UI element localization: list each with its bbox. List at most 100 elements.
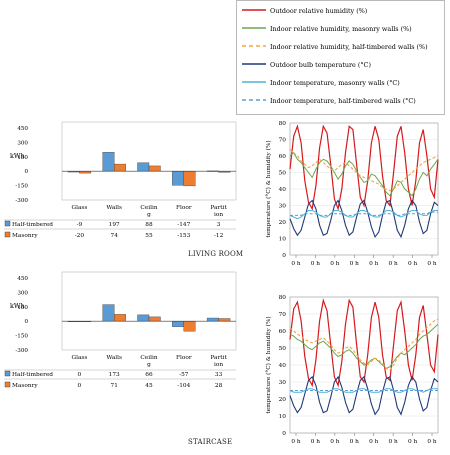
x-tick-label: 0 h — [330, 439, 340, 445]
series-line — [289, 199, 439, 239]
y-tick-label: 0 — [24, 169, 28, 175]
table-series-name: Masonry — [12, 233, 38, 238]
table-cell: 197 — [109, 222, 120, 228]
legend-item-outdoor-temp: Outdoor bulb temperature (°C) — [242, 61, 371, 69]
x-tick-label: 0 h — [311, 439, 321, 445]
y-tick-label: 30 — [279, 380, 287, 386]
table-cell: 28 — [215, 383, 223, 388]
x-tick-label: 0 h — [369, 261, 379, 267]
series-line — [289, 151, 439, 197]
legend-label: Indoor relative humidity, half-timbered … — [270, 43, 428, 51]
y-tick-label: 70 — [279, 138, 287, 144]
plot-frame — [61, 121, 237, 201]
table-cell: 0 — [78, 372, 82, 378]
series-line — [289, 375, 439, 416]
table-cell: 66 — [145, 372, 153, 378]
table-swatch — [4, 370, 11, 377]
series-line — [289, 148, 439, 192]
y-tick-label: 40 — [279, 187, 287, 193]
y-tick-label: 0 — [24, 319, 28, 325]
table-cell: 3 — [217, 222, 221, 228]
y-tick-label: 450 — [17, 276, 28, 282]
x-tick-label: Glass — [71, 355, 87, 361]
y-tick-label: 150 — [17, 305, 28, 311]
table-swatch — [4, 231, 11, 238]
bar — [172, 171, 184, 186]
table-cell: -147 — [177, 222, 190, 228]
series-line — [290, 211, 438, 216]
series-line — [289, 298, 439, 388]
y-tick-label: 10 — [279, 414, 287, 420]
y-tick-label: 80 — [279, 295, 287, 301]
x-tick-label: 0 h — [350, 439, 360, 445]
y-tick-label: 40 — [279, 363, 287, 369]
table-cell: 55 — [145, 233, 153, 238]
y-tick-label: 150 — [17, 155, 28, 161]
legend-label: Outdoor bulb temperature (°C) — [270, 61, 371, 69]
x-tick-label: 0 h — [408, 261, 418, 267]
legend-item-indoor-temp-half-timbered: Indoor temperature, half-timbered walls … — [242, 97, 416, 105]
chart-legend: Outdoor relative humidity (%) Indoor rel… — [236, 0, 445, 115]
x-tick-label: Partit ion — [210, 355, 227, 368]
series-line — [289, 210, 438, 220]
y-tick-label: -300 — [15, 198, 28, 204]
x-tick-label: 0 h — [350, 261, 360, 267]
bar — [218, 318, 231, 322]
y-tick-label: 30 — [279, 204, 287, 210]
y-tick-label: 0 — [282, 431, 286, 437]
y-axis-label: temperature (°C) & humidity (%) — [265, 140, 272, 237]
table-cell: 45 — [145, 383, 153, 388]
y-axis-label: kWh — [10, 152, 25, 160]
plot-frame — [289, 122, 439, 256]
y-axis-label: kWh — [10, 302, 25, 310]
y-tick-label: 10 — [279, 237, 287, 243]
y-tick-label: 60 — [279, 329, 287, 335]
y-tick-label: 20 — [279, 397, 287, 403]
legend-item-indoor-rh-masonry: Indoor relative humidity, masonry walls … — [242, 25, 412, 33]
legend-item-outdoor-rh: Outdoor relative humidity (%) — [242, 7, 367, 15]
series-line — [289, 388, 438, 393]
x-tick-label: Partit ion — [210, 205, 227, 218]
bar — [148, 165, 161, 172]
table-series-name: Masonry — [12, 383, 38, 388]
x-tick-label: 0 h — [389, 261, 399, 267]
x-tick-label: 0 h — [427, 439, 437, 445]
series-line — [289, 323, 439, 369]
table-cell: -12 — [214, 233, 224, 238]
x-tick-label: Ceilin g — [140, 205, 157, 218]
bar — [183, 171, 196, 187]
y-tick-label: 50 — [279, 171, 287, 177]
y-tick-label: 70 — [279, 312, 287, 318]
bar — [113, 163, 126, 172]
y-tick-label: 20 — [279, 220, 287, 226]
y-tick-label: 60 — [279, 154, 287, 160]
table-cell: 33 — [215, 372, 223, 378]
series-line — [289, 124, 439, 212]
x-tick-label: Glass — [71, 205, 87, 211]
y-tick-label: -150 — [15, 184, 28, 190]
x-tick-label: Walls — [106, 205, 122, 211]
table-cell: 74 — [111, 233, 119, 238]
table-cell: -9 — [77, 222, 83, 228]
y-tick-label: -150 — [15, 334, 28, 340]
y-tick-label: 0 — [282, 253, 286, 259]
legend-label: Indoor relative humidity, masonry walls … — [270, 25, 412, 33]
x-tick-label: 0 h — [408, 439, 418, 445]
y-tick-label: -300 — [15, 348, 28, 354]
legend-item-indoor-temp-masonry: Indoor temperature, masonry walls (°C) — [242, 79, 400, 87]
y-tick-label: 300 — [17, 140, 28, 146]
legend-item-indoor-rh-half-timbered: Indoor relative humidity, half-timbered … — [242, 43, 428, 51]
plot-frame — [289, 296, 439, 434]
bar — [148, 316, 161, 322]
bar — [102, 304, 115, 322]
table-cell: 88 — [145, 222, 153, 228]
table-cell: -153 — [177, 233, 190, 238]
x-tick-label: Walls — [106, 355, 122, 361]
line-chart-living-room: 80 70 60 50 40 30 20 10 0 temperature (°C) & humi… — [265, 121, 439, 267]
x-tick-label: 0 h — [311, 261, 321, 267]
x-tick-label: Floor — [176, 355, 192, 361]
line-chart-staircase: 80 70 60 50 40 30 20 10 0 temperature (°C) & humi… — [265, 295, 439, 445]
plot-frame — [61, 271, 237, 351]
y-tick-label: 300 — [17, 290, 28, 296]
